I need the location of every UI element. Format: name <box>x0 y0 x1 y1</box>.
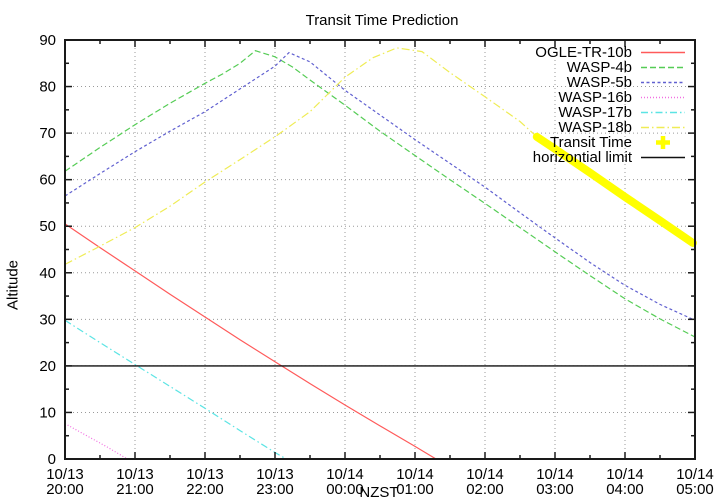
legend-line-sample-icon <box>641 96 685 99</box>
y-axis-label: Altitude <box>4 259 22 311</box>
x-tick-label: 10/14 04:00 <box>606 466 644 498</box>
legend-entry: WASP-16b <box>533 90 686 105</box>
y-tick-label: 80 <box>39 79 56 96</box>
legend-entry: WASP-5b <box>533 75 686 90</box>
legend-entry: WASP-17b <box>533 105 686 120</box>
legend-label: WASP-17b <box>558 104 632 121</box>
legend-line-sample-icon <box>641 156 685 159</box>
x-tick-label: 10/13 22:00 <box>186 466 224 498</box>
y-tick-label: 40 <box>39 265 56 282</box>
legend-label: WASP-4b <box>566 59 632 76</box>
y-tick-label: 10 <box>39 404 56 421</box>
transit-time-band <box>532 132 697 247</box>
legend-label: OGLE-TR-10b <box>535 44 632 61</box>
x-tick-label: 10/13 21:00 <box>116 466 154 498</box>
legend-label: WASP-16b <box>558 89 632 106</box>
legend-line-sample-icon <box>641 66 685 69</box>
x-tick-label: 10/13 23:00 <box>256 466 294 498</box>
x-tick-label: 10/14 03:00 <box>536 466 574 498</box>
series-line-wasp-16b <box>64 423 128 460</box>
legend-entry: horizontial limit <box>533 150 686 165</box>
series-line-wasp-17b <box>64 319 287 460</box>
transit-time-plus-icon <box>656 136 670 149</box>
y-tick-label: 60 <box>39 172 56 189</box>
x-axis-label: NZST <box>359 484 399 501</box>
legend-entry: WASP-18b <box>533 120 686 135</box>
y-tick-label: 90 <box>39 32 56 49</box>
y-tick-label: 70 <box>39 125 56 142</box>
legend-line-sample-icon <box>641 126 685 129</box>
x-tick-label: 10/13 20:00 <box>46 466 84 498</box>
y-tick-label: 30 <box>39 311 56 328</box>
legend-label: WASP-5b <box>566 74 632 91</box>
legend-line-sample-icon <box>641 51 685 54</box>
series-line-wasp-4b <box>64 50 696 338</box>
y-tick-label: 20 <box>39 358 56 375</box>
legend-entry: OGLE-TR-10b <box>533 45 686 60</box>
legend-entry: WASP-4b <box>533 60 686 75</box>
legend-line-sample-icon <box>641 111 685 114</box>
legend-line-sample-icon <box>641 81 685 84</box>
y-tick-label: 50 <box>39 218 56 235</box>
x-tick-label: 10/14 05:00 <box>676 466 714 498</box>
x-tick-label: 10/14 01:00 <box>396 466 434 498</box>
legend-label: Transit Time <box>550 134 632 151</box>
series-line-ogle-tr-10b <box>64 223 437 460</box>
legend: OGLE-TR-10b WASP-4b WASP-5b WASP-16b WASP-17… <box>533 45 686 165</box>
legend-label: horizontial limit <box>532 149 632 166</box>
x-tick-label: 10/14 00:00 <box>326 466 364 498</box>
legend-label: WASP-18b <box>558 119 632 136</box>
chart-title: Transit Time Prediction <box>305 12 459 29</box>
legend-entry: Transit Time <box>533 135 686 150</box>
x-tick-label: 10/14 02:00 <box>466 466 504 498</box>
y-tick-label: 0 <box>48 451 56 468</box>
